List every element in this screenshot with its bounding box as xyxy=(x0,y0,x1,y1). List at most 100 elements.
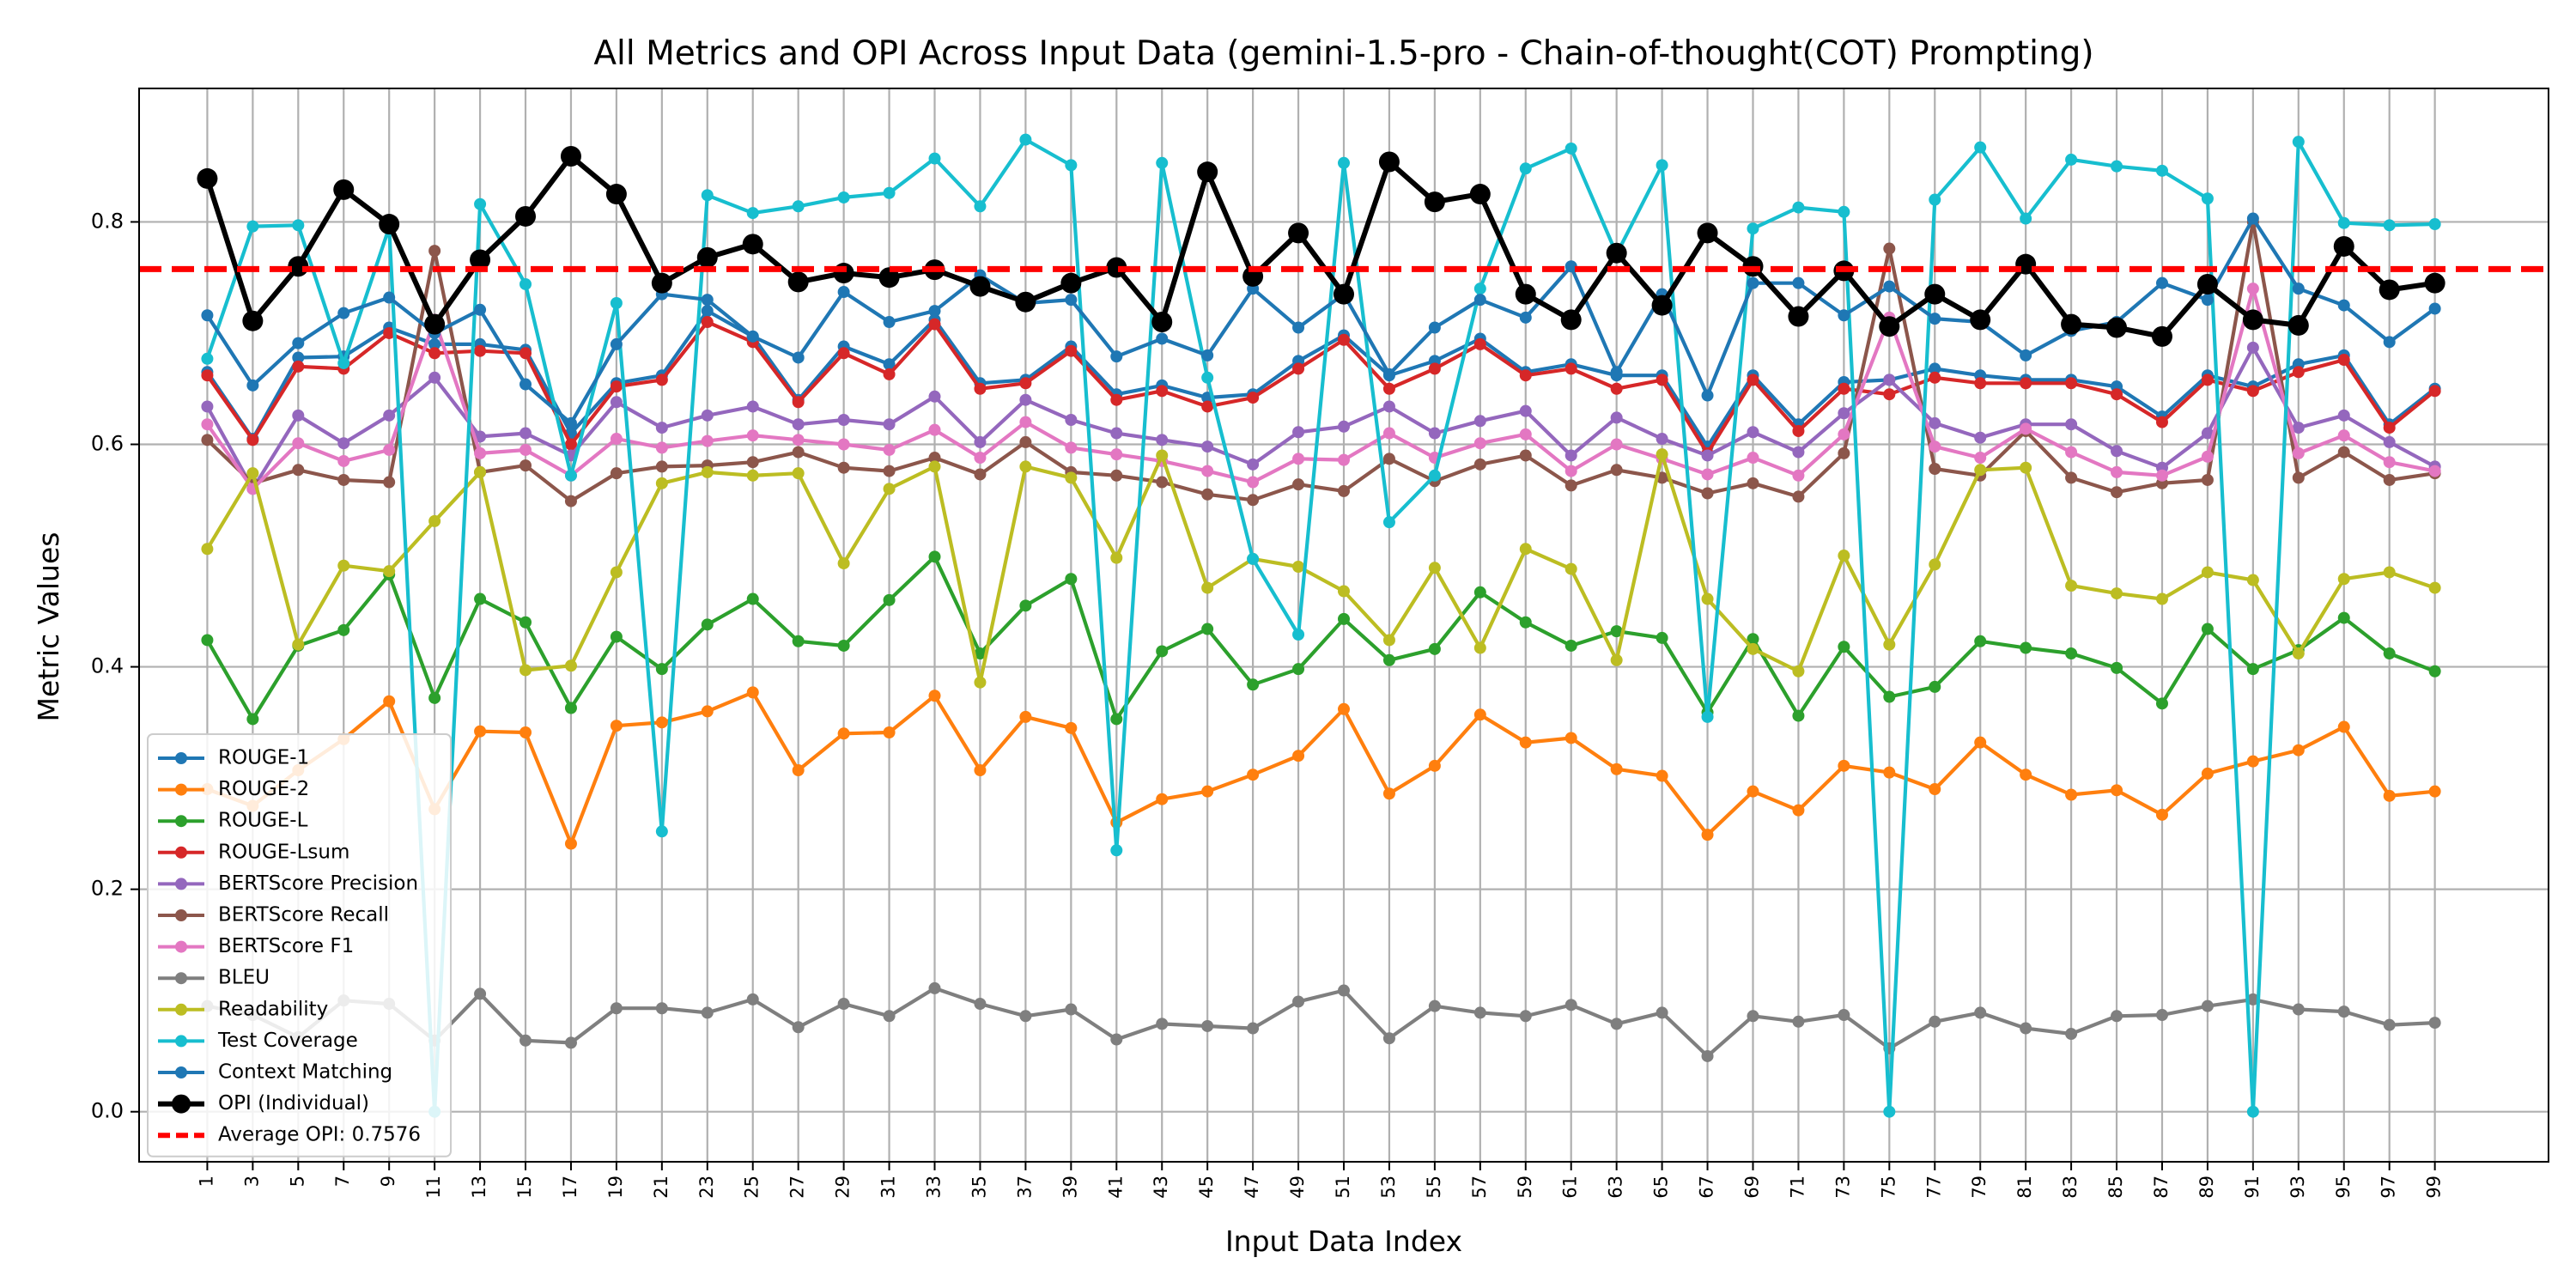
x-tick-label: 23 xyxy=(696,1176,717,1199)
data-point xyxy=(1065,414,1078,427)
data-point xyxy=(201,418,214,431)
data-point xyxy=(519,616,532,629)
data-point xyxy=(2201,623,2214,635)
data-point xyxy=(1974,635,1987,647)
data-point xyxy=(928,152,941,165)
data-point xyxy=(292,464,305,477)
data-point xyxy=(837,639,850,652)
data-point xyxy=(1747,633,1759,646)
data-point xyxy=(201,543,214,556)
series-bertscore-precision xyxy=(201,341,2441,495)
data-point xyxy=(2383,422,2396,434)
data-point xyxy=(2065,446,2078,459)
series-line xyxy=(205,216,2436,425)
data-point xyxy=(792,396,805,409)
x-tick-label: 73 xyxy=(1832,1176,1853,1199)
data-point xyxy=(1929,193,1941,206)
data-point xyxy=(1929,558,1941,571)
data-point xyxy=(2065,580,2078,592)
legend-swatch-marker xyxy=(175,752,187,764)
data-point xyxy=(1610,625,1623,638)
data-point xyxy=(292,337,305,349)
data-point xyxy=(1247,392,1260,404)
data-point xyxy=(519,1034,532,1047)
legend-item: BLEU xyxy=(158,967,270,989)
data-point xyxy=(2333,235,2354,257)
data-point xyxy=(1292,362,1305,375)
legend-label: Average OPI: 0.7576 xyxy=(218,1124,421,1146)
data-point xyxy=(1838,550,1850,562)
data-point xyxy=(1156,434,1169,447)
x-tick-label: 39 xyxy=(1060,1176,1080,1199)
data-point xyxy=(1428,362,1441,375)
data-point xyxy=(610,566,623,579)
data-point xyxy=(470,249,491,270)
data-point xyxy=(1929,783,1941,796)
series-context-matching xyxy=(201,212,2441,429)
data-point xyxy=(974,382,987,395)
x-tick-label: 55 xyxy=(1424,1176,1444,1199)
data-point xyxy=(201,634,214,647)
data-point xyxy=(883,418,896,431)
data-point xyxy=(2292,136,2305,149)
data-point xyxy=(2379,279,2400,301)
legend-swatch-marker xyxy=(175,1003,187,1016)
x-tick-label: 19 xyxy=(605,1176,626,1199)
x-tick-label: 1 xyxy=(196,1176,216,1187)
data-point xyxy=(1747,276,1759,289)
legend-swatch-marker xyxy=(175,1066,187,1078)
data-point xyxy=(1656,631,1668,644)
series-rouge-l xyxy=(201,550,2441,726)
data-point xyxy=(1974,736,1987,749)
data-point xyxy=(1792,446,1805,459)
data-point xyxy=(428,337,441,350)
data-point xyxy=(1469,184,1491,205)
data-point xyxy=(1247,494,1260,507)
series-line xyxy=(205,319,2436,456)
data-point xyxy=(2428,465,2441,477)
x-tick-label: 25 xyxy=(742,1176,762,1199)
data-point xyxy=(2246,212,2259,225)
data-point xyxy=(383,695,396,708)
data-point xyxy=(2020,422,2032,435)
data-point xyxy=(2111,587,2123,600)
x-tick-label: 95 xyxy=(2333,1176,2354,1199)
data-point xyxy=(1879,316,1900,337)
data-point xyxy=(2151,325,2172,347)
data-point xyxy=(1065,1003,1078,1016)
y-tick-label: 0.0 xyxy=(91,1099,124,1123)
data-point xyxy=(1974,1006,1987,1019)
data-point xyxy=(2383,789,2396,802)
data-point xyxy=(1428,562,1441,574)
legend-swatch-marker xyxy=(175,972,187,985)
x-tick-label: 61 xyxy=(1560,1176,1581,1199)
data-point xyxy=(2065,377,2078,390)
legend-swatch-marker xyxy=(175,940,187,953)
x-tick-label: 27 xyxy=(787,1176,808,1199)
data-point xyxy=(1473,294,1486,307)
data-point xyxy=(1838,1009,1850,1022)
data-point xyxy=(1473,337,1486,350)
data-point xyxy=(1428,427,1441,440)
data-point xyxy=(1201,581,1214,594)
data-point xyxy=(1110,350,1123,363)
legend-label: Context Matching xyxy=(218,1061,392,1084)
data-point xyxy=(1247,458,1260,471)
series-rouge-lsum xyxy=(201,316,2441,459)
data-point xyxy=(1974,141,1987,154)
data-point xyxy=(701,316,714,329)
data-point xyxy=(2428,581,2441,594)
x-tick-label: 97 xyxy=(2379,1176,2399,1199)
data-point xyxy=(1156,449,1169,462)
y-tick-label: 0.2 xyxy=(91,877,124,901)
series-line xyxy=(205,220,2435,503)
data-point xyxy=(201,309,214,322)
data-point xyxy=(1747,426,1759,439)
data-point xyxy=(1792,804,1805,817)
data-point xyxy=(701,705,714,718)
data-point xyxy=(655,460,668,473)
x-tick-label: 79 xyxy=(1969,1176,1990,1199)
series-line xyxy=(205,555,2436,721)
data-point xyxy=(1019,599,1032,612)
x-tick-label: 93 xyxy=(2287,1176,2308,1199)
